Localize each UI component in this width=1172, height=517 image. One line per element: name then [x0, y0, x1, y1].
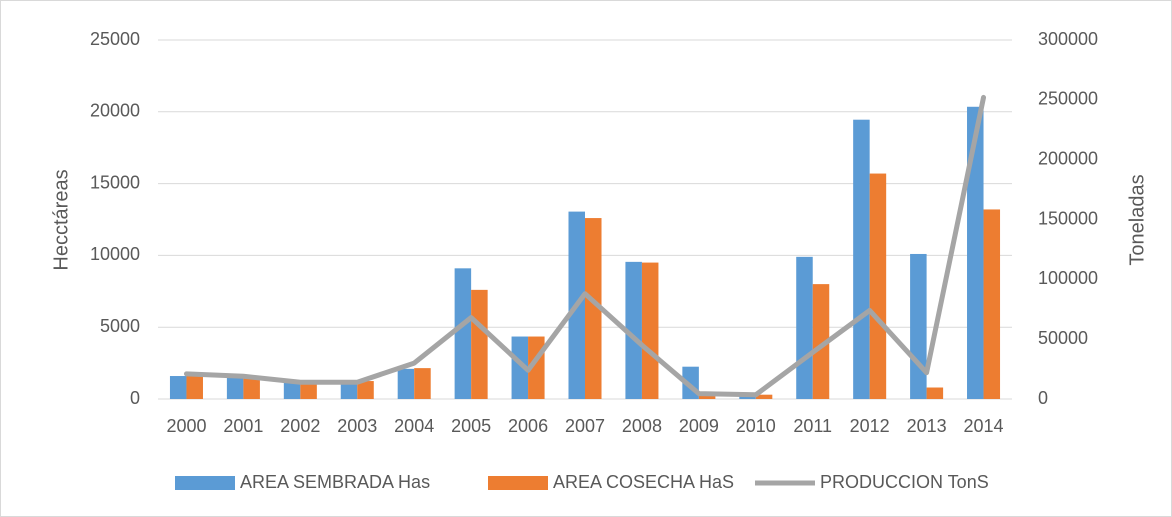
bar	[283, 380, 301, 399]
y2-tick-label: 150000	[1038, 208, 1098, 228]
y-tick-label: 10000	[90, 244, 140, 264]
x-tick-label: 2009	[679, 416, 719, 436]
legend-label: AREA SEMBRADA Has	[240, 472, 430, 492]
bar	[641, 262, 659, 399]
legend-label: PRODUCCION TonS	[820, 472, 989, 492]
bar	[397, 368, 415, 399]
x-tick-label: 2005	[451, 416, 491, 436]
x-tick-label: 2008	[622, 416, 662, 436]
y2-tick-label: 0	[1038, 388, 1048, 408]
x-tick-label: 2004	[394, 416, 434, 436]
bar	[796, 256, 813, 399]
bar	[511, 336, 529, 399]
bar	[585, 218, 602, 399]
bar	[300, 381, 317, 399]
y2-axis-title: Toneladas	[1126, 174, 1148, 265]
y-tick-label: 5000	[100, 316, 140, 336]
bar	[812, 284, 830, 399]
legend-label: AREA COSECHA HaS	[553, 472, 734, 492]
x-tick-label: 2013	[907, 416, 947, 436]
bar	[755, 394, 773, 399]
x-tick-label: 2000	[166, 416, 206, 436]
bar	[186, 376, 203, 399]
bar	[983, 209, 1001, 399]
bar	[454, 268, 472, 399]
legend-swatch	[175, 476, 235, 490]
line	[183, 94, 987, 398]
bar	[967, 106, 984, 400]
bar	[910, 253, 927, 399]
x-tick-label: 2003	[337, 416, 377, 436]
x-tick-label: 2011	[793, 416, 832, 436]
y2-tick-label: 200000	[1038, 148, 1098, 168]
bar	[243, 376, 260, 399]
x-tick-label: 2010	[736, 416, 776, 436]
x-tick-label: 2014	[964, 416, 1004, 436]
y-tick-label: 25000	[90, 29, 140, 49]
bar	[853, 119, 870, 399]
y2-tick-label: 250000	[1038, 89, 1098, 109]
legend-swatch	[488, 476, 548, 490]
y2-tick-label: 100000	[1038, 268, 1098, 288]
bar	[226, 375, 244, 399]
bar	[169, 376, 187, 399]
bar	[698, 395, 716, 399]
y-axis-title: Hecctáreas	[50, 169, 72, 270]
x-tick-label: 2007	[565, 416, 605, 436]
bar	[340, 381, 358, 399]
x-tick-label: 2006	[508, 416, 548, 436]
bar	[414, 368, 431, 399]
x-tick-label: 2001	[223, 416, 263, 436]
y-tick-label: 0	[130, 388, 140, 408]
y2-tick-label: 50000	[1038, 328, 1088, 348]
bar	[471, 289, 488, 399]
x-tick-label: 2002	[280, 416, 320, 436]
bar	[869, 173, 887, 399]
y-tick-label: 15000	[90, 172, 140, 192]
x-tick-label: 2012	[850, 416, 890, 436]
y-tick-label: 20000	[90, 101, 140, 121]
y2-tick-label: 300000	[1038, 29, 1098, 49]
bar	[357, 381, 374, 399]
bar	[625, 261, 642, 399]
bar	[926, 387, 944, 399]
